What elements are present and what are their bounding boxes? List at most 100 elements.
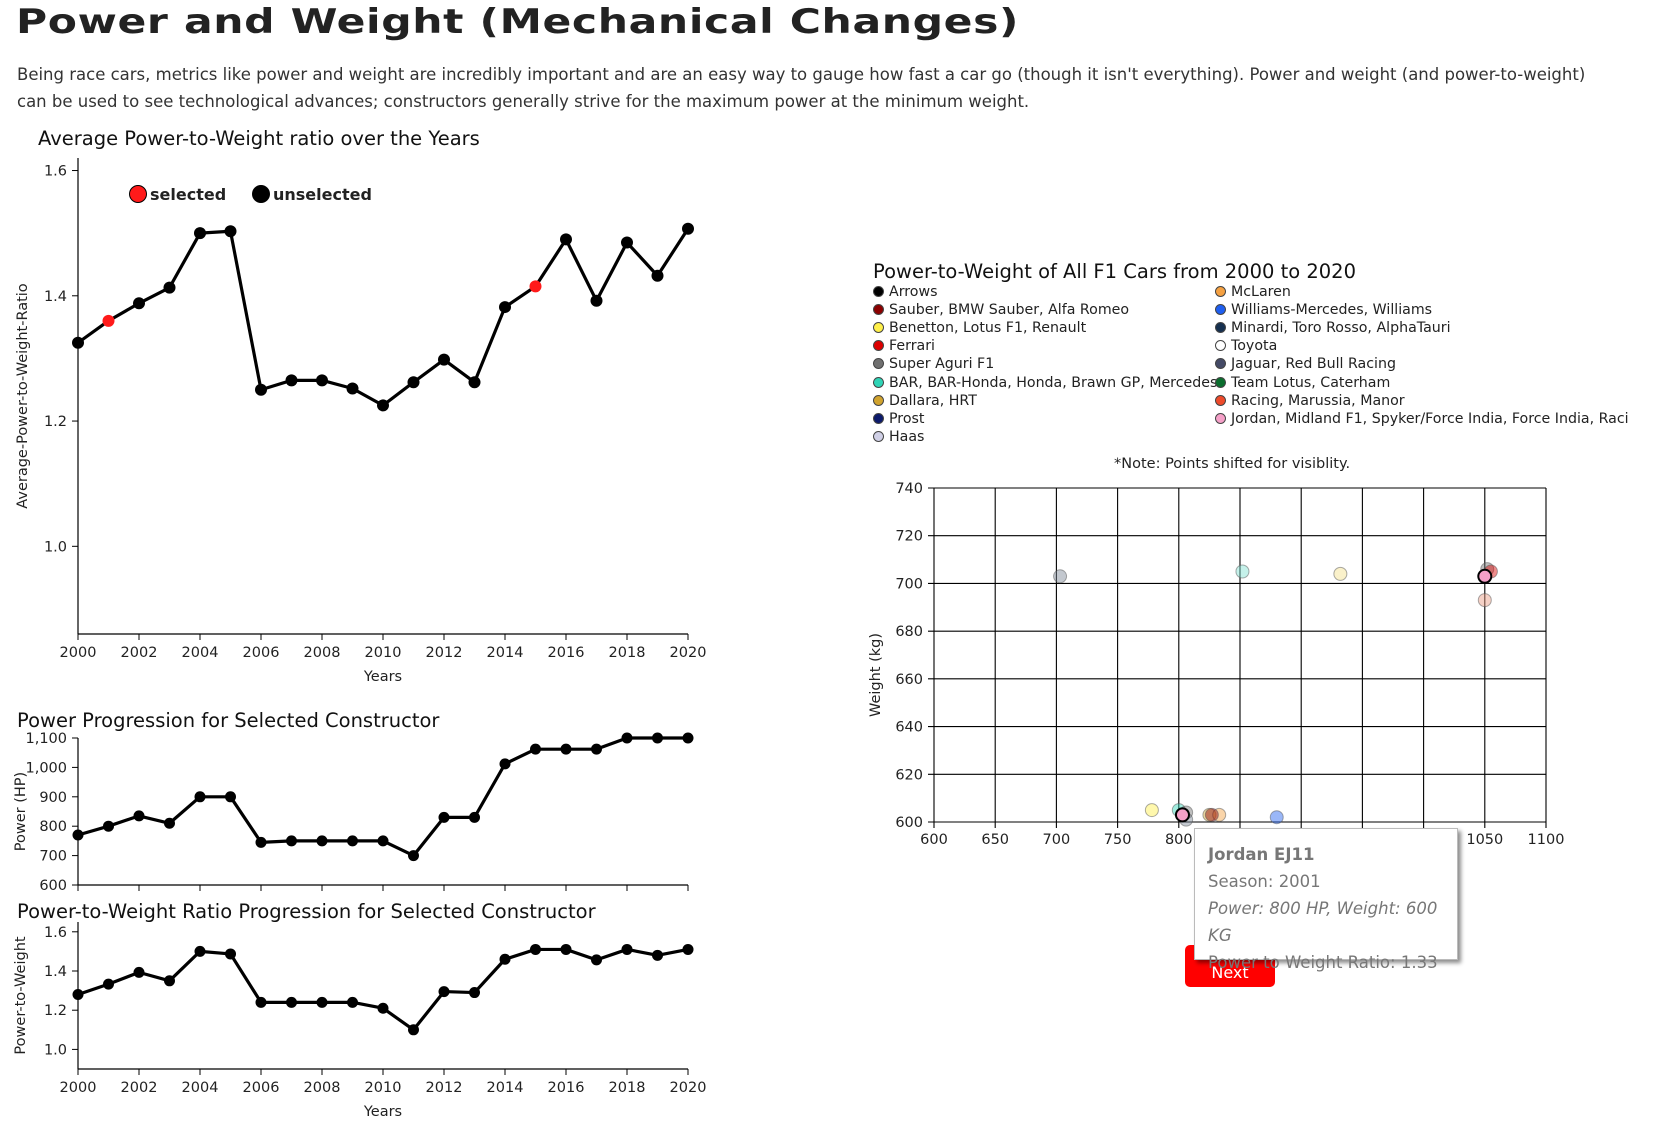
power-chart-title: Power Progression for Selected Construct…: [17, 709, 440, 732]
x-tick-label: 2020: [670, 645, 707, 661]
x-tick-label: 2014: [487, 1080, 524, 1096]
scatter-legend-item[interactable]: Ferrari: [873, 337, 935, 355]
scatter-legend-item[interactable]: Team Lotus, Caterham: [1215, 374, 1390, 392]
data-point[interactable]: [224, 225, 237, 238]
scatter-legend-item[interactable]: Super Aguri F1: [873, 355, 994, 373]
legend-selected-marker: [129, 185, 147, 203]
page-title: Power and Weight (Mechanical Changes): [16, 2, 1020, 42]
data-point[interactable]: [103, 978, 114, 990]
data-point[interactable]: [347, 996, 358, 1008]
data-point[interactable]: [652, 732, 663, 744]
data-point[interactable]: [377, 835, 389, 847]
data-point[interactable]: [285, 374, 298, 387]
data-point[interactable]: [72, 829, 84, 841]
legend-label: Team Lotus, Caterham: [1231, 374, 1391, 391]
data-point[interactable]: [286, 835, 297, 847]
data-point[interactable]: [469, 987, 480, 999]
data-point[interactable]: [438, 353, 450, 366]
scatter-legend-item[interactable]: Haas: [873, 428, 924, 446]
data-point[interactable]: [682, 943, 694, 955]
scatter-legend-item[interactable]: Jaguar, Red Bull Racing: [1215, 355, 1396, 373]
data-point[interactable]: [468, 376, 481, 389]
data-point[interactable]: [651, 269, 664, 282]
scatter-point[interactable]: [1212, 807, 1227, 822]
data-point[interactable]: [469, 811, 480, 823]
data-point[interactable]: [530, 943, 541, 955]
data-point[interactable]: [163, 281, 176, 294]
data-point[interactable]: [316, 996, 328, 1008]
data-point[interactable]: [591, 954, 602, 966]
data-point[interactable]: [560, 943, 572, 955]
data-point[interactable]: [194, 227, 206, 240]
scatter-point[interactable]: [1053, 569, 1068, 584]
scatter-point[interactable]: [1477, 593, 1492, 608]
data-point[interactable]: [438, 986, 450, 998]
data-point[interactable]: [164, 975, 175, 987]
y-tick-label: 1.4: [44, 964, 67, 980]
data-point[interactable]: [286, 996, 297, 1008]
data-point[interactable]: [377, 1002, 389, 1014]
data-point[interactable]: [194, 791, 206, 803]
scatter-point[interactable]: [1333, 566, 1348, 581]
data-point[interactable]: [347, 835, 358, 847]
data-point[interactable]: [591, 743, 602, 755]
y-axis-label: Power-to-Weight: [13, 936, 29, 1054]
scatter-legend-item[interactable]: BAR, BAR-Honda, Honda, Brawn GP, Mercede…: [873, 374, 1217, 392]
scatter-legend-item[interactable]: Benetton, Lotus F1, Renault: [873, 319, 1086, 337]
data-point[interactable]: [346, 382, 359, 395]
data-point[interactable]: [72, 336, 84, 349]
scatter-legend-item[interactable]: McLaren: [1215, 283, 1291, 301]
data-point[interactable]: [621, 943, 633, 955]
scatter-legend-item[interactable]: Williams-Mercedes, Williams: [1215, 301, 1432, 319]
scatter-legend-item[interactable]: Sauber, BMW Sauber, Alfa Romeo: [873, 301, 1129, 319]
data-point[interactable]: [255, 836, 267, 848]
scatter-point[interactable]: [1235, 564, 1250, 579]
data-point[interactable]: [682, 732, 694, 744]
data-point[interactable]: [621, 732, 633, 744]
data-point[interactable]: [652, 949, 663, 961]
data-point-selected[interactable]: [102, 314, 115, 327]
data-point[interactable]: [255, 383, 267, 396]
data-point[interactable]: [133, 966, 145, 978]
data-point[interactable]: [164, 817, 175, 829]
data-point[interactable]: [408, 1024, 419, 1036]
data-point[interactable]: [194, 945, 206, 957]
data-point[interactable]: [499, 301, 511, 314]
data-point[interactable]: [377, 399, 389, 412]
data-point[interactable]: [590, 294, 603, 307]
data-point[interactable]: [225, 948, 236, 960]
data-point[interactable]: [103, 820, 114, 832]
data-point[interactable]: [560, 743, 572, 755]
data-point[interactable]: [621, 236, 633, 249]
scatter-legend-item[interactable]: Arrows: [873, 283, 938, 301]
data-point[interactable]: [499, 758, 511, 770]
scatter-legend-item[interactable]: Racing, Marussia, Manor: [1215, 392, 1405, 410]
data-point[interactable]: [255, 996, 267, 1008]
scatter-legend-item[interactable]: Prost: [873, 410, 924, 428]
data-point[interactable]: [408, 850, 419, 862]
x-tick-label: 2012: [426, 1080, 463, 1096]
data-point[interactable]: [72, 989, 84, 1001]
data-point[interactable]: [407, 376, 420, 389]
data-point[interactable]: [530, 743, 541, 755]
data-point[interactable]: [438, 811, 450, 823]
data-point[interactable]: [560, 233, 572, 246]
data-point[interactable]: [133, 297, 145, 310]
scatter-legend-item[interactable]: Jordan, Midland F1, Spyker/Force India, …: [1215, 410, 1629, 428]
scatter-point-highlighted[interactable]: [1174, 807, 1190, 823]
scatter-point[interactable]: [1204, 807, 1219, 822]
scatter-point-highlighted[interactable]: [1477, 568, 1493, 584]
data-point[interactable]: [133, 810, 145, 822]
scatter-point[interactable]: [1144, 803, 1159, 818]
scatter-legend-item[interactable]: Dallara, HRT: [873, 392, 977, 410]
data-point[interactable]: [682, 222, 694, 235]
x-tick-label: 1100: [1528, 832, 1565, 848]
data-point[interactable]: [225, 791, 236, 803]
scatter-legend-item[interactable]: Minardi, Toro Rosso, AlphaTauri: [1215, 319, 1451, 337]
data-point-selected[interactable]: [529, 280, 542, 293]
scatter-legend-item[interactable]: Toyota: [1215, 337, 1277, 355]
data-point[interactable]: [316, 374, 328, 387]
scatter-point[interactable]: [1269, 810, 1284, 825]
data-point[interactable]: [316, 835, 328, 847]
data-point[interactable]: [499, 953, 511, 965]
